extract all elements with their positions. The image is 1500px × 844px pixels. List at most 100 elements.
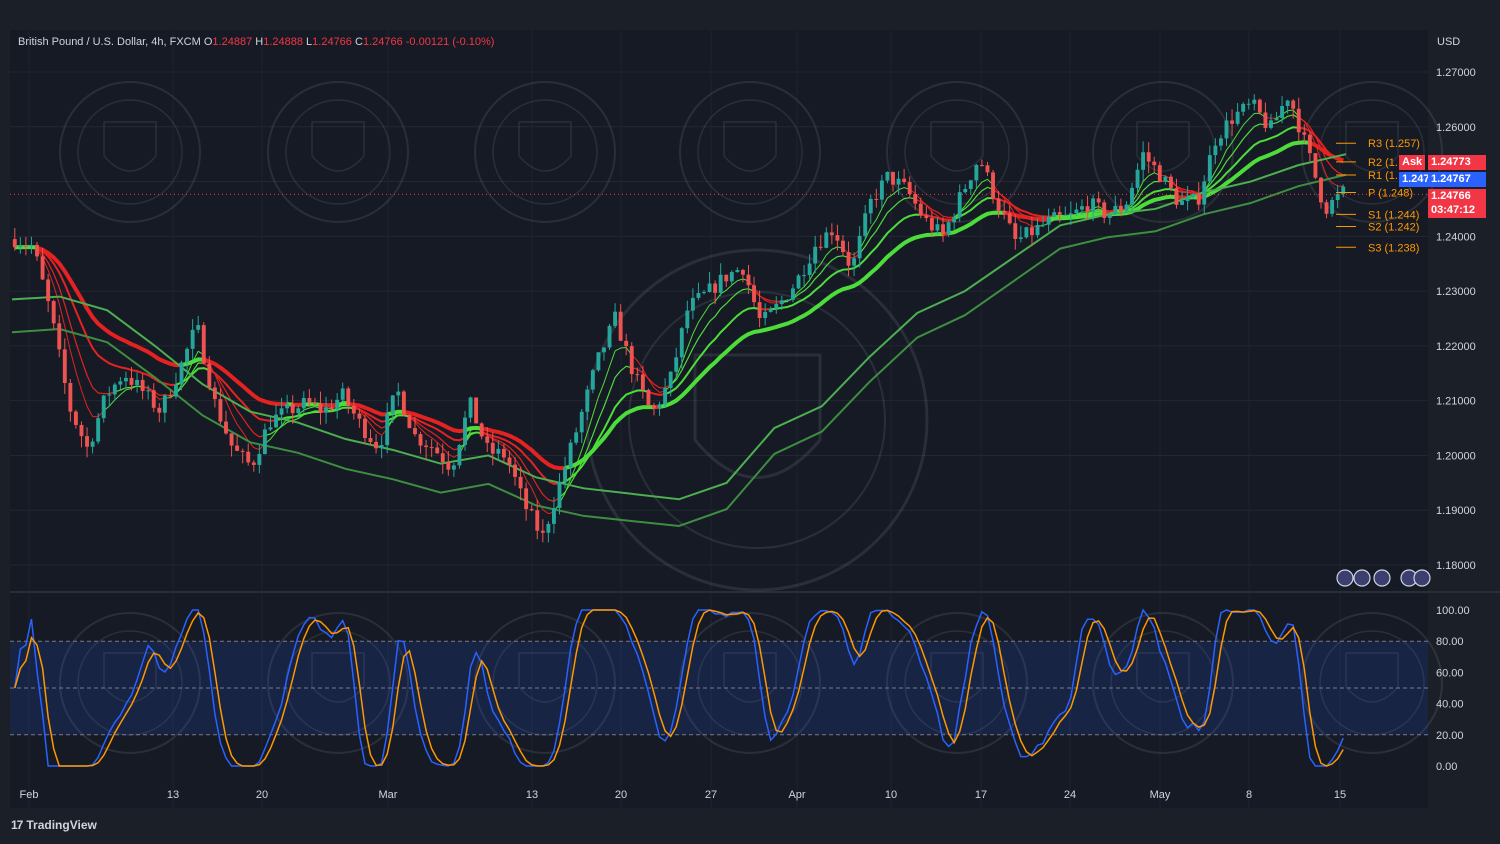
tradingview-brand[interactable]: 17 TradingView (11, 818, 97, 832)
candle-body (551, 508, 556, 524)
candle-body (407, 415, 412, 429)
candle-body (429, 447, 434, 449)
ema-fast-line (859, 187, 910, 250)
candle-body (596, 352, 601, 371)
price-tick-label: 1.26000 (1436, 122, 1476, 134)
candle-body (285, 403, 290, 409)
candle-body (1330, 200, 1335, 214)
time-tick-label: 24 (1064, 789, 1076, 801)
open-value: 1.24887 (212, 36, 253, 48)
candle-body (996, 198, 1001, 211)
candle-body (379, 445, 384, 449)
candle-body (752, 285, 756, 303)
ema-mid-line (914, 198, 955, 218)
tradingview-logo-icon: 17 (11, 818, 23, 832)
candle-body (918, 203, 923, 216)
ema-mid-line (1270, 114, 1300, 125)
ema-fast-line (403, 412, 460, 458)
candle-body (791, 288, 795, 300)
candle-body (902, 178, 907, 182)
candle-body (363, 418, 367, 439)
candle-body (1141, 152, 1146, 170)
candle-body (663, 388, 668, 405)
ema-trend-line (36, 245, 182, 368)
ema-mid-line (403, 414, 460, 451)
ema-slow-line (559, 389, 649, 485)
watermark-seal (1092, 81, 1234, 223)
candle-body (913, 194, 918, 204)
candle-body (40, 256, 45, 280)
time-tick-label: 15 (1334, 789, 1346, 801)
candle-body (385, 413, 390, 446)
candle-body (529, 509, 534, 511)
price-tick-label: 1.18000 (1436, 560, 1476, 572)
candle-body (1135, 169, 1140, 188)
candle-body (1291, 100, 1296, 109)
candle-body (540, 530, 545, 533)
candle-body (941, 224, 945, 235)
watermark-ring (697, 99, 803, 205)
candle-body (524, 488, 529, 510)
candle-body (229, 433, 234, 446)
candle-body (818, 246, 823, 248)
candle-body (151, 390, 156, 408)
candle-body (613, 311, 618, 326)
candle-body (301, 397, 306, 409)
watermark-seal (1301, 612, 1443, 754)
candle-body (1252, 99, 1257, 104)
candle-body (674, 357, 679, 372)
candle-body (896, 178, 901, 185)
time-tick-label: Mar (379, 789, 398, 801)
ema-mid-line (1203, 123, 1266, 192)
ema-mid-line (670, 288, 755, 386)
candle-body (668, 371, 673, 389)
ema-trend-line (386, 409, 404, 417)
watermark-shield (930, 121, 984, 172)
candle-body (96, 418, 101, 442)
ema-fast-line (481, 430, 555, 515)
candle-body (590, 370, 595, 390)
candle-body (507, 457, 512, 465)
candle-body (768, 308, 773, 312)
candle-body (991, 172, 995, 199)
candle-body (162, 395, 167, 413)
ema-slow-line (992, 197, 1055, 218)
candle-body (73, 411, 78, 425)
ema-fast-line (1203, 112, 1266, 193)
candle-body (1085, 206, 1090, 212)
candle-body (1091, 198, 1096, 212)
time-tick-label: 13 (526, 789, 538, 801)
ema-fast-line (842, 247, 860, 256)
candle-body (79, 424, 84, 437)
candle-body (1118, 205, 1123, 212)
candle-body (1313, 153, 1318, 178)
low-label: L (306, 36, 313, 48)
sma-200-line (11, 153, 1347, 501)
stochastic-panel: 100.00 80.00 60.00 40.00 20.00 0.00 (10, 605, 1470, 773)
price-tick-label: 1.21000 (1436, 396, 1476, 408)
symbol-title[interactable]: British Pound / U.S. Dollar, 4h, FXCM (18, 36, 201, 48)
ema-mid-line (481, 432, 560, 502)
chart-frame[interactable] (10, 30, 1428, 808)
time-axis: Feb 13 20 Mar 13 20 27 Apr 10 17 24 May 8 15 (20, 789, 1347, 801)
candle-body (485, 436, 490, 443)
sma-250-line (11, 173, 1347, 528)
candle-body (112, 384, 117, 395)
candle-body (201, 325, 206, 364)
candle-body (390, 395, 395, 414)
candle-body (774, 304, 779, 309)
candle-body (713, 283, 718, 293)
bid-price: 1.24767 (1428, 172, 1486, 187)
candle-body (546, 523, 551, 533)
candle-body (863, 213, 868, 236)
close-label: C (354, 36, 363, 48)
watermark-shield-large (693, 353, 822, 479)
candle-body (1180, 201, 1184, 205)
currency-label[interactable]: USD (1437, 36, 1461, 48)
candle-body (718, 274, 723, 293)
candle-body (251, 462, 256, 465)
candle-body (157, 407, 162, 413)
candle-body (413, 428, 417, 435)
candle-body (496, 448, 501, 454)
